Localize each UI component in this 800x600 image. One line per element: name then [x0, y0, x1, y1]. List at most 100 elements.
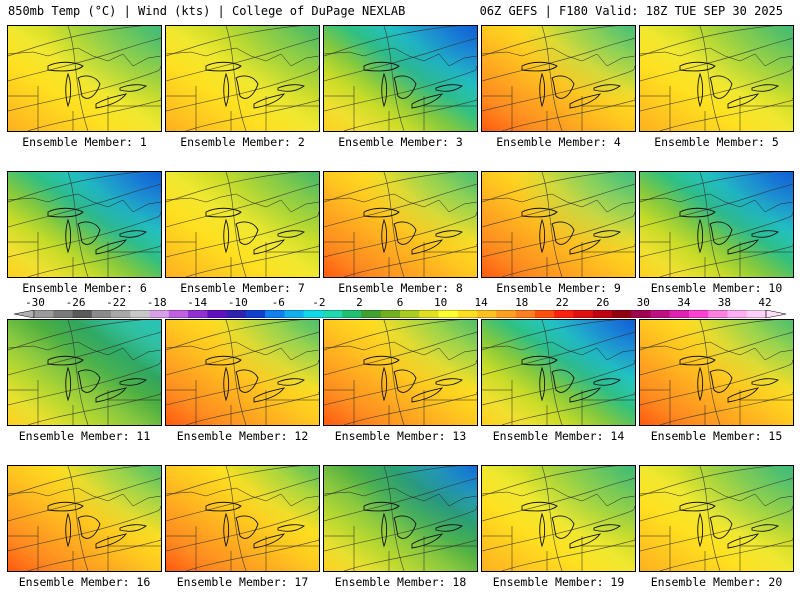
map-title: 850mb Temp (°C) | Wind (kts) | College o…: [8, 4, 406, 18]
colorbar-tick-label: 34: [677, 296, 691, 309]
political-boundary: [8, 487, 161, 507]
great-lake-outline: [77, 515, 101, 539]
isotherm-contour: [324, 466, 459, 497]
political-boundary: [324, 341, 477, 361]
colorbar-swatch: [380, 310, 401, 318]
great-lake-outline: [727, 387, 760, 403]
great-lake-outline: [223, 218, 230, 254]
colorbar-swatch: [322, 310, 343, 318]
political-boundary: [8, 193, 161, 213]
great-lake-outline: [205, 207, 242, 218]
colorbar-swatch: [207, 310, 227, 318]
ensemble-member-label: Ensemble Member: 15: [650, 429, 783, 443]
political-boundary: [482, 47, 635, 67]
political-boundary: [482, 193, 635, 213]
isotherm-contour: [166, 331, 319, 376]
ensemble-member-label: Ensemble Member: 18: [334, 575, 467, 589]
political-boundary: [482, 341, 635, 361]
isotherm-contour: [541, 26, 563, 131]
great-lake-outline: [539, 512, 546, 548]
great-lake-outline: [593, 524, 621, 532]
great-lake-outline: [205, 355, 242, 366]
great-lake-outline: [47, 207, 84, 218]
great-lake-outline: [679, 207, 716, 218]
isotherm-contour: [324, 183, 477, 228]
isotherm-contour: [324, 37, 477, 82]
political-boundary: [324, 47, 477, 67]
isotherm-contour: [324, 477, 477, 522]
isotherm-contour: [8, 331, 161, 376]
ensemble-map-17: [165, 465, 320, 572]
great-lake-outline: [205, 501, 242, 512]
great-lake-outline: [679, 501, 716, 512]
ensemble-member-label: Ensemble Member: 2: [180, 135, 305, 149]
isotherm-contour: [699, 466, 721, 571]
ensemble-member-label: Ensemble Member: 7: [180, 281, 305, 295]
isotherm-contour: [8, 172, 143, 203]
great-lake-outline: [727, 93, 760, 109]
colorbar-tick-label: -6: [271, 296, 285, 309]
isotherm-contour: [67, 172, 89, 277]
isotherm-contour: [383, 466, 405, 571]
great-lake-outline: [119, 378, 147, 386]
great-lake-outline: [551, 515, 575, 539]
colorbar-swatch: [284, 310, 304, 318]
great-lake-outline: [119, 84, 147, 92]
isotherm-contour: [324, 172, 459, 203]
ensemble-member-label: Ensemble Member: 4: [496, 135, 621, 149]
great-lake-outline: [697, 218, 704, 254]
isotherm-contour: [225, 172, 247, 277]
isotherm-contour: [166, 477, 319, 522]
great-lake-outline: [569, 533, 602, 549]
ensemble-map-8: [323, 171, 478, 278]
great-lake-outline: [569, 93, 602, 109]
ensemble-member-label: Ensemble Member: 3: [338, 135, 463, 149]
temperature-field-map: [166, 466, 319, 571]
political-boundary: [640, 341, 793, 361]
colorbar-tick-label: -14: [187, 296, 208, 309]
ensemble-member-label: Ensemble Member: 5: [654, 135, 779, 149]
temperature-field-map: [8, 320, 161, 425]
political-boundary: [166, 487, 319, 507]
great-lake-outline: [381, 72, 388, 108]
great-lake-outline: [751, 378, 779, 386]
colorbar-swatch: [168, 310, 189, 318]
temperature-field-map: [640, 172, 793, 277]
political-boundary: [640, 193, 793, 213]
temperature-field-map: [640, 26, 793, 131]
temperature-field-map: [482, 320, 635, 425]
colorbar-swatch: [727, 310, 748, 318]
colorbar-swatch: [631, 310, 651, 318]
isotherm-contour: [67, 466, 89, 571]
colorbar-low-arrow: [14, 310, 35, 318]
great-lake-outline: [521, 501, 558, 512]
colorbar-tick-label: -26: [65, 296, 86, 309]
political-boundary: [166, 47, 319, 67]
temperature-field-map: [166, 172, 319, 277]
isotherm-contour: [482, 183, 635, 228]
great-lake-outline: [223, 72, 230, 108]
great-lake-outline: [551, 221, 575, 245]
colorbar-tick-label: -10: [227, 296, 248, 309]
ensemble-member-label: Ensemble Member: 16: [18, 575, 151, 589]
great-lake-outline: [381, 512, 388, 548]
isotherm-contour: [640, 37, 793, 82]
great-lake-outline: [277, 230, 305, 238]
great-lake-outline: [709, 515, 733, 539]
isotherm-contour: [166, 26, 301, 57]
ensemble-map-20: [639, 465, 794, 572]
ensemble-member-label: Ensemble Member: 11: [18, 429, 151, 443]
ensemble-map-12: [165, 319, 320, 426]
colorbar-swatch: [496, 310, 516, 318]
colorbar-swatch: [611, 310, 632, 318]
colorbar-tick-label: 18: [515, 296, 529, 309]
isotherm-contour: [225, 320, 247, 425]
ensemble-member-label: Ensemble Member: 13: [334, 429, 467, 443]
great-lake-outline: [539, 72, 546, 108]
isotherm-contour: [640, 26, 775, 57]
isotherm-contour: [640, 172, 775, 203]
great-lake-outline: [95, 93, 128, 109]
ensemble-map-6: [7, 171, 162, 278]
great-lake-outline: [593, 230, 621, 238]
colorbar-swatch: [91, 310, 112, 318]
